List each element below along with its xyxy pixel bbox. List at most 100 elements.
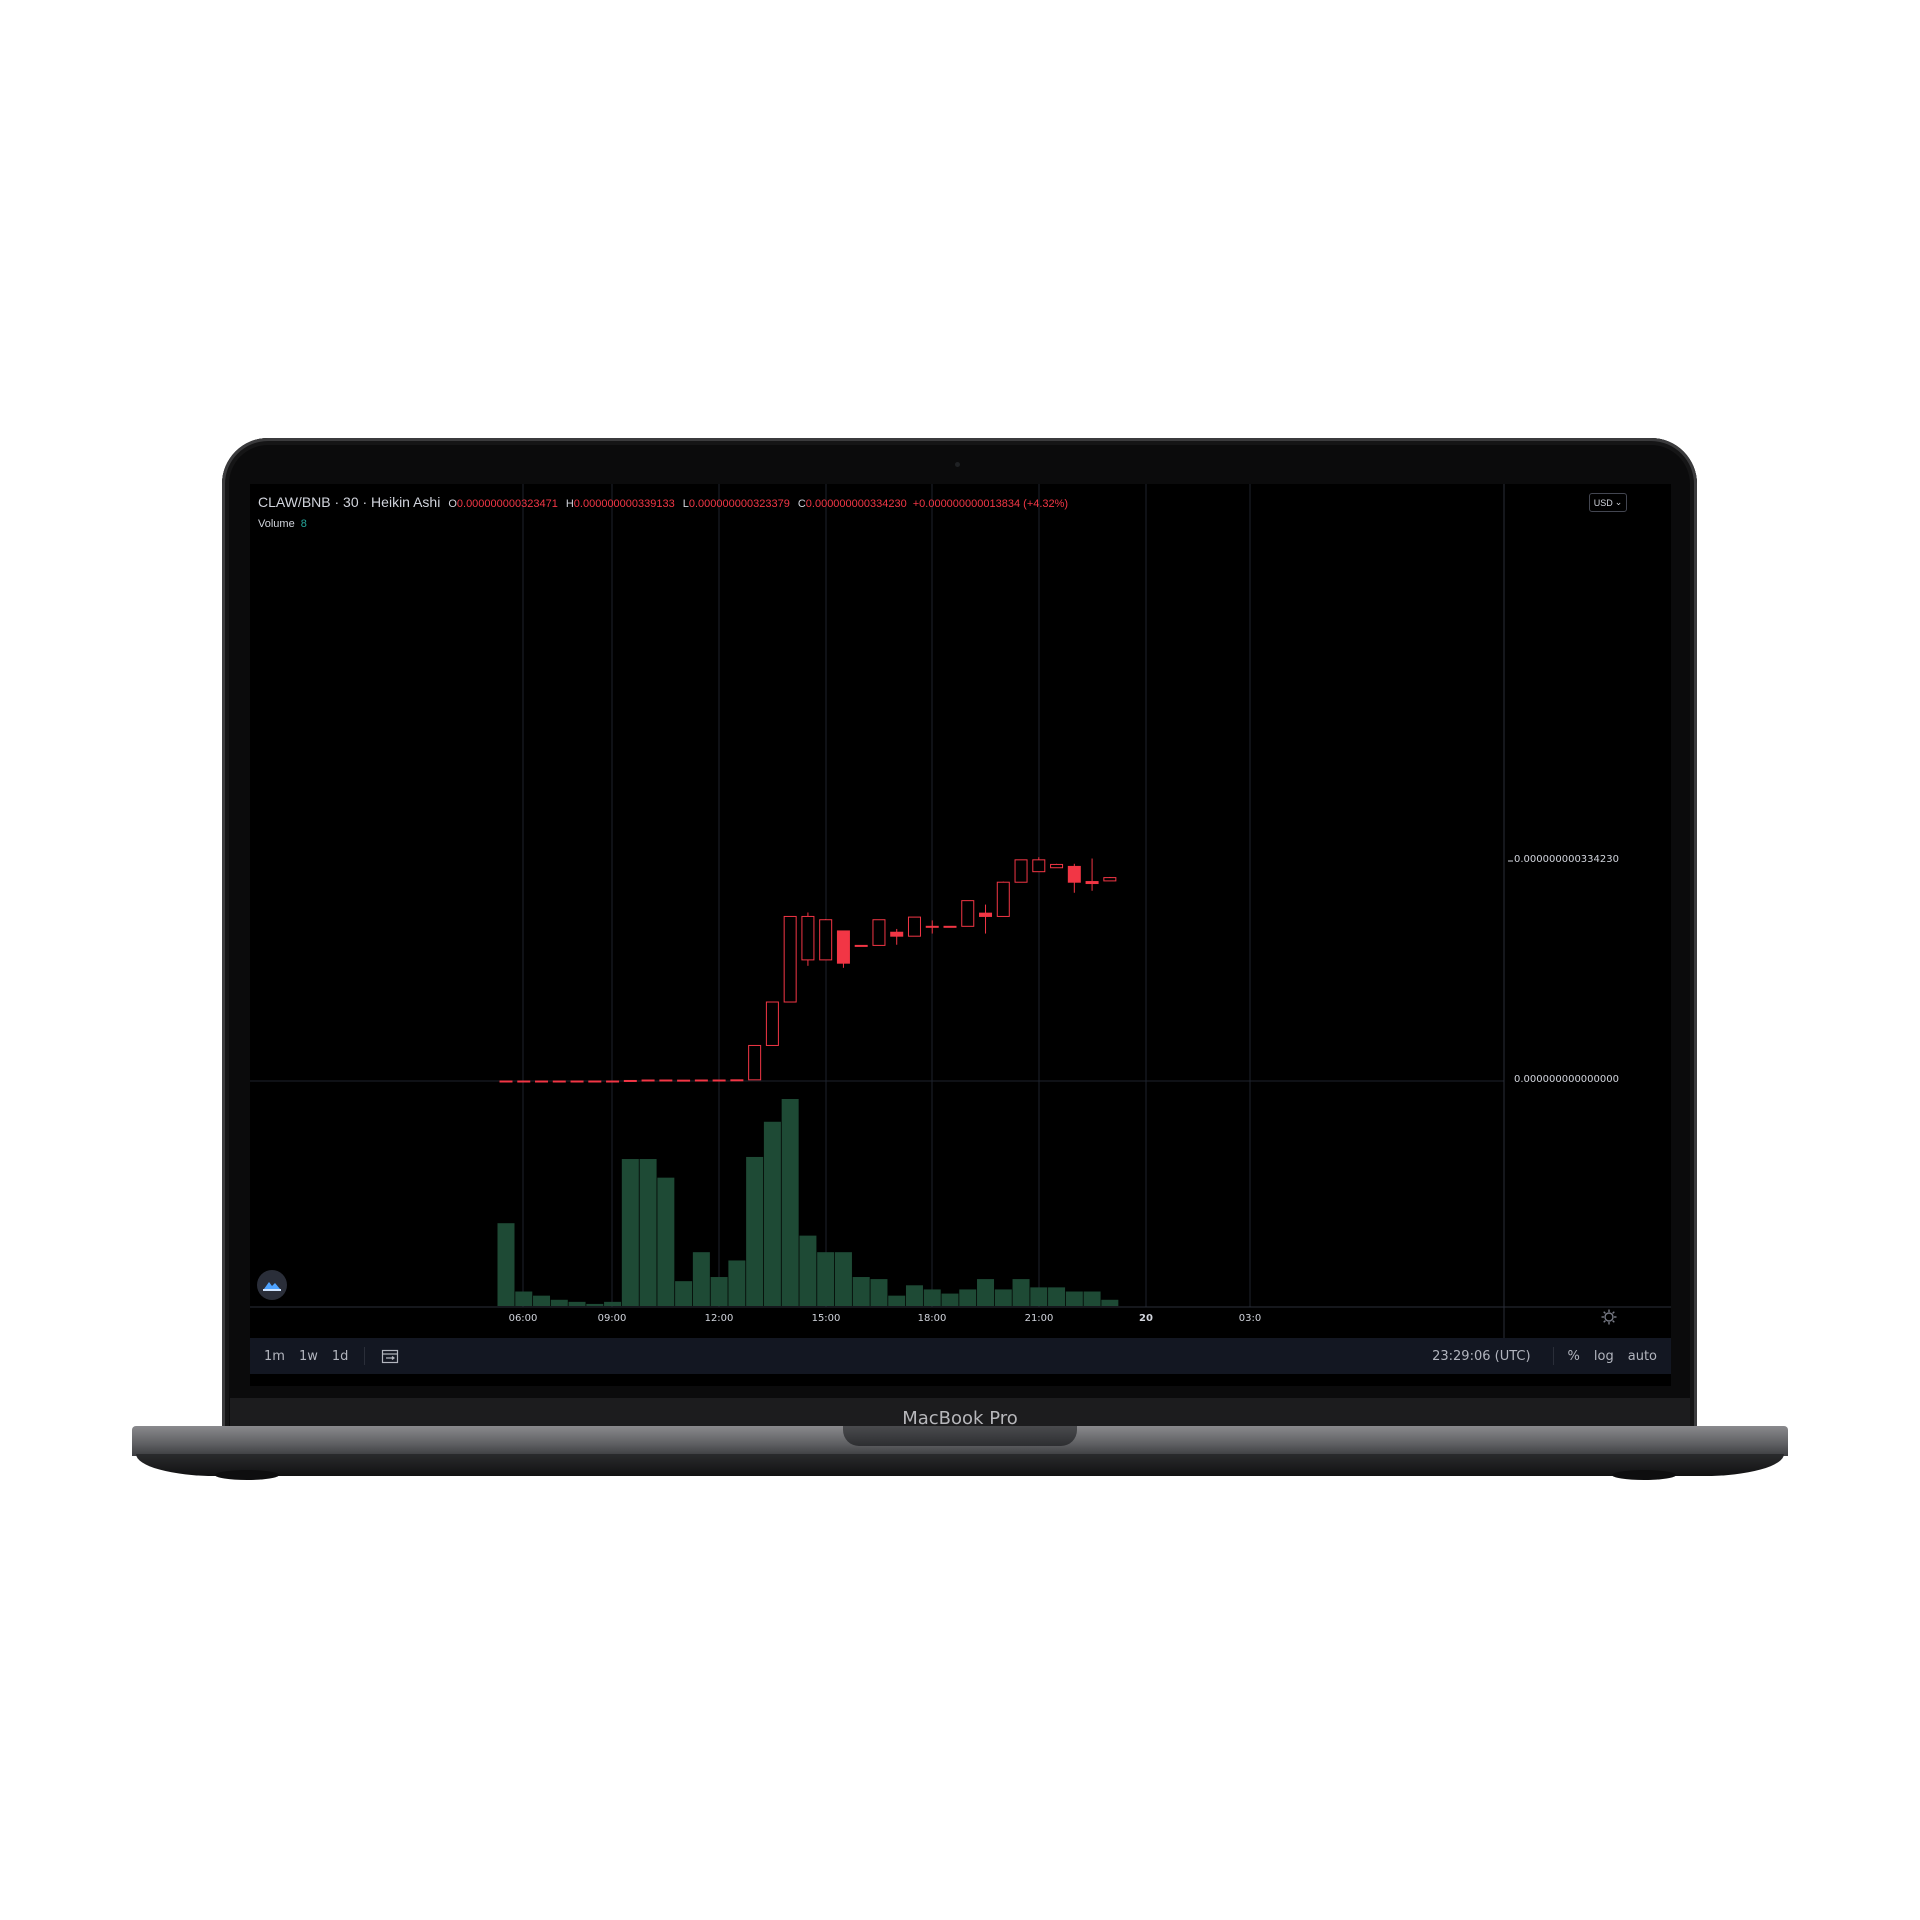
volume-bar bbox=[728, 1260, 746, 1306]
open-key: O bbox=[448, 498, 457, 510]
time-label: 18:00 bbox=[917, 1313, 947, 1324]
volume-bar bbox=[497, 1223, 515, 1306]
volume-bar bbox=[977, 1279, 995, 1306]
volume-bar bbox=[923, 1289, 941, 1306]
volume-bar bbox=[799, 1235, 817, 1306]
volume-bar bbox=[763, 1121, 781, 1306]
symbol-title[interactable]: CLAW/BNB · 30 · Heikin Ashi bbox=[258, 494, 441, 510]
candle-body bbox=[890, 931, 904, 937]
candle-body bbox=[979, 912, 993, 917]
volume-bar bbox=[746, 1156, 764, 1306]
candle-body bbox=[836, 930, 850, 964]
high-key: H bbox=[565, 498, 574, 510]
volume-bar bbox=[692, 1252, 710, 1306]
candle-body bbox=[748, 1044, 762, 1081]
volume-legend: Volume 8 bbox=[258, 518, 307, 530]
volume-bar bbox=[1101, 1299, 1119, 1306]
camera-dot bbox=[955, 462, 960, 467]
volume-bar bbox=[639, 1159, 657, 1306]
candle-body bbox=[996, 881, 1010, 917]
currency-button[interactable]: USD ⌄ bbox=[1589, 493, 1627, 512]
volume-bar bbox=[834, 1252, 852, 1306]
chart-legend: CLAW/BNB · 30 · Heikin Ashi O 0.000000000… bbox=[258, 494, 1068, 510]
volume-bar bbox=[710, 1277, 728, 1306]
candle-body bbox=[1014, 859, 1028, 883]
candle-body bbox=[1085, 881, 1099, 885]
candle-body bbox=[872, 919, 886, 946]
volume-bar bbox=[1065, 1291, 1083, 1306]
candle-body bbox=[1103, 877, 1117, 882]
candles bbox=[499, 857, 1117, 1083]
candle-body bbox=[535, 1080, 549, 1083]
candle-body bbox=[819, 919, 833, 961]
volume-bar bbox=[870, 1279, 888, 1306]
date-range-icon[interactable] bbox=[381, 1348, 399, 1364]
last-price-label: 0.000000000334230 bbox=[1514, 854, 1619, 865]
laptop-notch bbox=[843, 1426, 1077, 1446]
candle-body bbox=[1032, 859, 1046, 873]
auto-scale-button[interactable]: auto bbox=[1627, 1348, 1657, 1364]
volume-bar bbox=[604, 1301, 622, 1306]
candle-body bbox=[552, 1080, 566, 1083]
log-scale-button[interactable]: log bbox=[1593, 1348, 1614, 1364]
candle-body bbox=[517, 1080, 531, 1083]
volume-bar bbox=[781, 1099, 799, 1306]
price-chart[interactable] bbox=[250, 484, 1671, 1386]
volume-bar bbox=[905, 1285, 923, 1306]
candle-body bbox=[677, 1079, 691, 1082]
close-key: C bbox=[797, 498, 806, 510]
gear-icon[interactable] bbox=[1600, 1308, 1618, 1326]
candle-body bbox=[570, 1080, 584, 1083]
time-label: 03:0 bbox=[1238, 1313, 1262, 1324]
candle-body bbox=[1050, 863, 1064, 869]
tradingview-logo[interactable] bbox=[257, 1270, 287, 1300]
low-key: L bbox=[682, 498, 689, 510]
volume-bar bbox=[941, 1293, 959, 1306]
grid-lines bbox=[250, 484, 1504, 1307]
volume-bar bbox=[568, 1301, 586, 1306]
time-label: 21:00 bbox=[1024, 1313, 1054, 1324]
device-label: MacBook Pro bbox=[902, 1407, 1018, 1429]
candle-body bbox=[961, 900, 975, 927]
volume-bar bbox=[959, 1289, 977, 1306]
volume-bar bbox=[550, 1299, 568, 1306]
time-label: 09:00 bbox=[597, 1313, 627, 1324]
time-label: 20 bbox=[1139, 1313, 1153, 1324]
candle-body bbox=[854, 944, 868, 947]
volume-bar bbox=[675, 1281, 693, 1306]
close-value: 0.000000000334230 bbox=[805, 498, 907, 510]
toolbar-divider bbox=[364, 1347, 366, 1365]
time-label: 12:00 bbox=[704, 1313, 734, 1324]
volume-bar bbox=[657, 1177, 675, 1306]
currency-label: USD bbox=[1593, 497, 1613, 508]
volume-bar bbox=[852, 1277, 870, 1306]
candle-body bbox=[623, 1079, 637, 1082]
candle-body bbox=[499, 1080, 513, 1083]
percent-scale-button[interactable]: % bbox=[1567, 1348, 1580, 1364]
bottom-toolbar: 1m 1w 1d 23:29:06 (UTC) % log auto bbox=[250, 1338, 1671, 1374]
utc-clock[interactable]: 23:29:06 (UTC) bbox=[1432, 1348, 1531, 1364]
candle-body bbox=[907, 916, 921, 937]
candle-body bbox=[1067, 865, 1081, 883]
open-value: 0.000000000323471 bbox=[456, 498, 558, 510]
volume-label[interactable]: Volume bbox=[258, 518, 295, 530]
candle-body bbox=[712, 1079, 726, 1082]
chevron-down-icon: ⌄ bbox=[1614, 497, 1623, 507]
time-label: 06:00 bbox=[508, 1313, 538, 1324]
timeframe-1m-button[interactable]: 1m bbox=[264, 1348, 285, 1364]
volume-bar bbox=[888, 1295, 906, 1306]
candle-body bbox=[925, 925, 939, 928]
volume-bar bbox=[533, 1295, 551, 1306]
volume-bar bbox=[515, 1291, 533, 1306]
volume-bar bbox=[1048, 1287, 1066, 1306]
candle-body bbox=[783, 915, 797, 1003]
timeframe-1d-button[interactable]: 1d bbox=[331, 1348, 349, 1364]
volume-bar bbox=[621, 1159, 639, 1306]
cloud-logo-icon bbox=[263, 1282, 281, 1291]
candle-body bbox=[659, 1079, 673, 1082]
time-label: 15:00 bbox=[811, 1313, 841, 1324]
candle-body bbox=[801, 915, 815, 961]
timeframe-1w-button[interactable]: 1w bbox=[298, 1348, 318, 1364]
volume-value: 8 bbox=[300, 518, 307, 530]
volume-bar bbox=[994, 1289, 1012, 1306]
